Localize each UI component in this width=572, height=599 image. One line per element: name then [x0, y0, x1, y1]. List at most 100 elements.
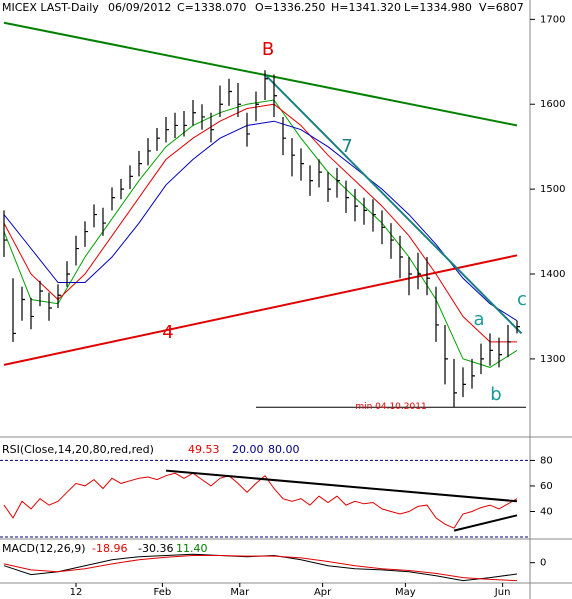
trend-line [165, 469, 518, 503]
ohlc-bar [66, 261, 70, 287]
ohlc-bar [435, 286, 439, 342]
ohlc-bar [516, 320, 520, 334]
ohlc-bar [390, 223, 394, 259]
header-value: 06/09/2012 [108, 1, 171, 14]
header-value: -30.36 [138, 542, 173, 555]
ohlc-bar [12, 278, 16, 342]
y-tick-label: 1600 [540, 99, 565, 110]
y-tick-label: 60 [540, 481, 553, 492]
y-tick-label: 1700 [540, 14, 565, 25]
ohlc-bar [318, 159, 322, 188]
x-tick-label: Mar [230, 587, 250, 598]
ohlc-bar [111, 187, 115, 211]
y-tick-label: 80 [540, 455, 553, 466]
ohlc-bar [462, 367, 466, 398]
ohlc-bar [264, 70, 268, 100]
trend-line [3, 254, 518, 366]
ohlc-bar [300, 148, 304, 181]
header-value: L=1334.980 [404, 1, 472, 14]
annotation: B [262, 39, 274, 60]
ohlc-bar [192, 99, 196, 126]
ohlc-bar [93, 204, 97, 228]
ohlc-bar [345, 180, 349, 213]
y-tick-label: 40 [540, 506, 553, 517]
ohlc-bar [399, 235, 403, 279]
panel-title: RSI(Close,14,20,80,red,red) [2, 443, 154, 456]
ohlc-bar [21, 286, 25, 321]
x-tick-label: 12 [70, 587, 83, 598]
x-tick-label: May [395, 587, 416, 598]
ohlc-bar [201, 104, 205, 130]
header-value: O=1336.250 [255, 1, 325, 14]
ohlc-bar [354, 189, 358, 222]
ohlc-bar [228, 78, 232, 106]
header-value: 11.40 [176, 542, 208, 555]
ohlc-bar [309, 165, 313, 196]
annotation: c [517, 289, 527, 310]
header-value: 49.53 [188, 443, 220, 456]
ohlc-bar [381, 210, 385, 245]
ohlc-bar [273, 74, 277, 117]
ohlc-bar [174, 112, 178, 139]
ohlc-bar [3, 210, 7, 258]
ohlc-bar [129, 165, 133, 190]
ohlc-bar [237, 83, 241, 117]
ohlc-bar [219, 85, 223, 117]
ohlc-bar [255, 91, 259, 122]
header-value: 80.00 [268, 443, 300, 456]
x-tick-label: Apr [314, 587, 332, 598]
header-value: V=6807 [479, 1, 524, 14]
trend-line [453, 514, 518, 532]
ohlc-bar [75, 235, 79, 266]
ohlc-bar [417, 252, 421, 290]
ohlc-bar [426, 257, 430, 296]
annotation: 7 [341, 136, 352, 157]
ohlc-bar [156, 127, 160, 151]
ohlc-bar [327, 172, 331, 202]
ohlc-bar [165, 116, 169, 143]
trend-line [3, 21, 518, 127]
header-value: 20.00 [232, 443, 264, 456]
trend-line [264, 73, 523, 335]
ohlc-bar [453, 358, 457, 408]
ohlc-bar [282, 116, 286, 156]
ohlc-bar [489, 333, 493, 366]
ohlc-bar [138, 150, 142, 177]
header-value: -18.96 [92, 542, 127, 555]
header-value: C=1338.070 [177, 1, 246, 14]
ohlc-bar [336, 167, 340, 198]
annotation: b [490, 384, 501, 405]
ohlc-bar [363, 197, 367, 225]
series-line [3, 103, 517, 343]
ohlc-bar [480, 343, 484, 375]
y-tick-label: 0 [540, 558, 546, 569]
annotation: a [473, 309, 484, 330]
ohlc-bar [246, 112, 250, 147]
x-tick-label: Feb [154, 587, 172, 598]
min-label: min 04.10.2011 [355, 402, 426, 412]
series-line [3, 99, 518, 368]
ohlc-bar [48, 292, 52, 321]
ohlc-bar [120, 178, 124, 200]
panel-title: MICEX LAST-Daily [2, 1, 99, 14]
ohlc-bar [30, 297, 34, 330]
ohlc-bar [102, 207, 106, 236]
y-tick-label: 1400 [540, 269, 565, 280]
ohlc-bar [210, 112, 214, 143]
ohlc-bar [147, 138, 151, 166]
series-line [3, 120, 518, 322]
ohlc-bar [183, 111, 187, 137]
ohlc-bar [408, 257, 412, 296]
ohlc-bar [57, 284, 61, 308]
series-line [3, 555, 518, 582]
ohlc-bar [291, 138, 295, 177]
annotation: 4 [162, 322, 173, 343]
ohlc-bar [498, 337, 502, 368]
ohlc-bar [39, 280, 43, 307]
y-tick-label: 1500 [540, 184, 565, 195]
ohlc-bar [507, 324, 511, 358]
ohlc-bar [84, 221, 88, 247]
ohlc-bar [444, 324, 448, 385]
x-tick-label: Jun [494, 587, 511, 598]
